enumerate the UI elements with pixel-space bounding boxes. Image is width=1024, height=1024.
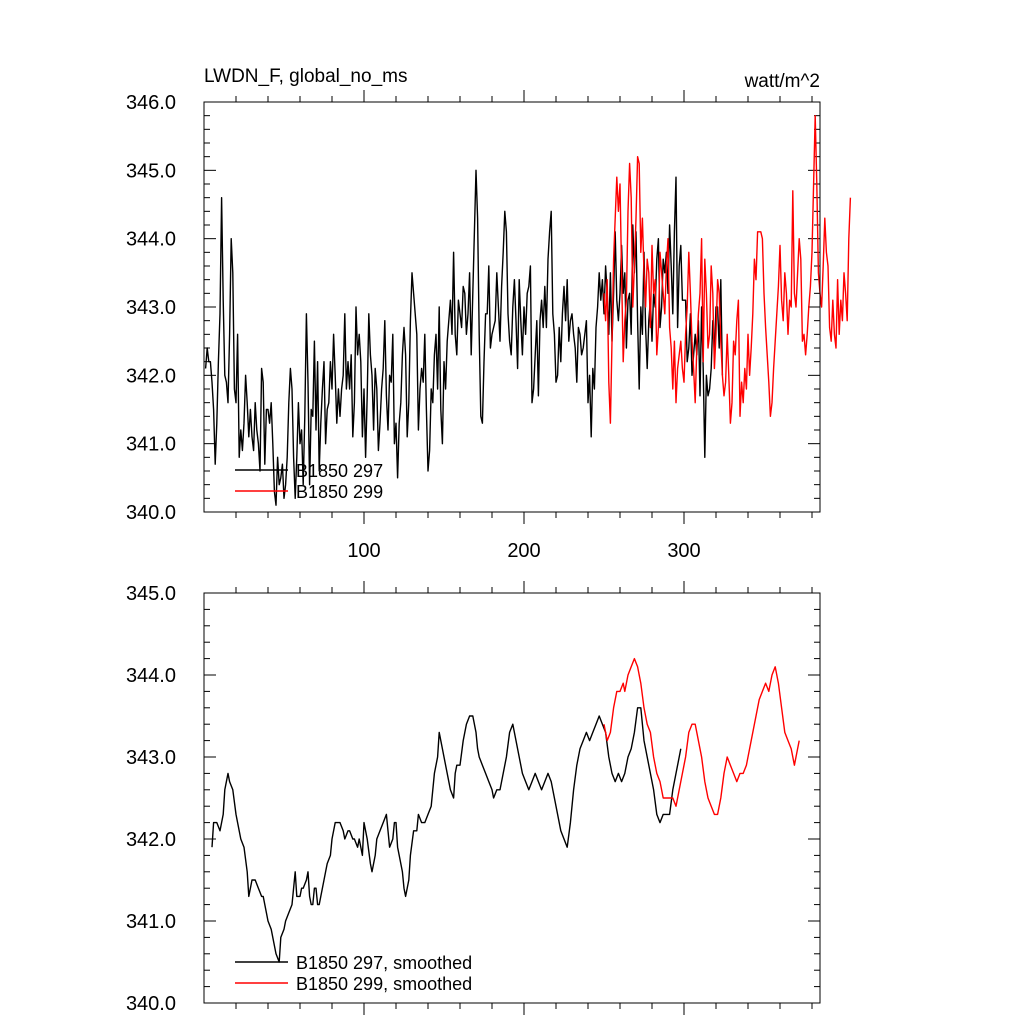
y-tick-label: 341.0 — [126, 434, 176, 456]
series-line-1 — [204, 169, 724, 506]
bottom-legend: B1850 297, smoothed B1850 299, smoothed — [235, 953, 472, 994]
top-plot-frame — [203, 101, 821, 513]
y-tick-label: 346.0 — [126, 92, 176, 114]
x-tick-label: 200 — [507, 540, 540, 562]
legend-label-smoothed-2: B1850 299, smoothed — [296, 974, 472, 994]
y-tick-label: 340.0 — [126, 993, 176, 1015]
y-tick-label: 341.0 — [126, 911, 176, 933]
y-tick-label: 342.0 — [126, 829, 176, 851]
y-tick-label: 345.0 — [126, 583, 176, 605]
units-label: watt/m^2 — [744, 71, 820, 92]
legend-label-series-1: B1850 297 — [296, 461, 383, 481]
top-legend: B1850 297 B1850 299 — [235, 461, 383, 502]
bottom-axis-ticks — [204, 581, 820, 1015]
y-tick-label: 344.0 — [126, 665, 176, 687]
y-tick-label: 342.0 — [126, 365, 176, 387]
y-tick-label: 343.0 — [126, 747, 176, 769]
bottom-y-tick-labels: 340.0 341.0 342.0 343.0 344.0 345.0 — [126, 583, 176, 1015]
bottom-plot-frame — [203, 592, 821, 1004]
y-tick-label: 344.0 — [126, 229, 176, 251]
series-line-2 — [603, 657, 800, 816]
bottom-series-group — [211, 657, 800, 963]
legend-label-smoothed-1: B1850 297, smoothed — [296, 953, 472, 973]
top-panel: LWDN_F, global_no_ms watt/m^2 340.0 341.0… — [126, 66, 852, 562]
y-tick-label: 340.0 — [126, 502, 176, 524]
series-line-2 — [603, 115, 852, 424]
legend-label-series-2: B1850 299 — [296, 482, 383, 502]
x-tick-label: 300 — [667, 540, 700, 562]
y-tick-label: 343.0 — [126, 297, 176, 319]
y-tick-label: 345.0 — [126, 160, 176, 182]
chart-title: LWDN_F, global_no_ms — [204, 66, 407, 87]
series-line-1 — [211, 707, 682, 963]
top-x-tick-labels: 100 200 300 — [347, 540, 700, 562]
top-series-group — [204, 115, 852, 506]
bottom-panel: 340.0 341.0 342.0 343.0 344.0 345.0 B1850 297… — [126, 581, 821, 1015]
top-y-tick-labels: 340.0 341.0 342.0 343.0 344.0 345.0 346.0 — [126, 92, 176, 524]
x-tick-label: 100 — [347, 540, 380, 562]
